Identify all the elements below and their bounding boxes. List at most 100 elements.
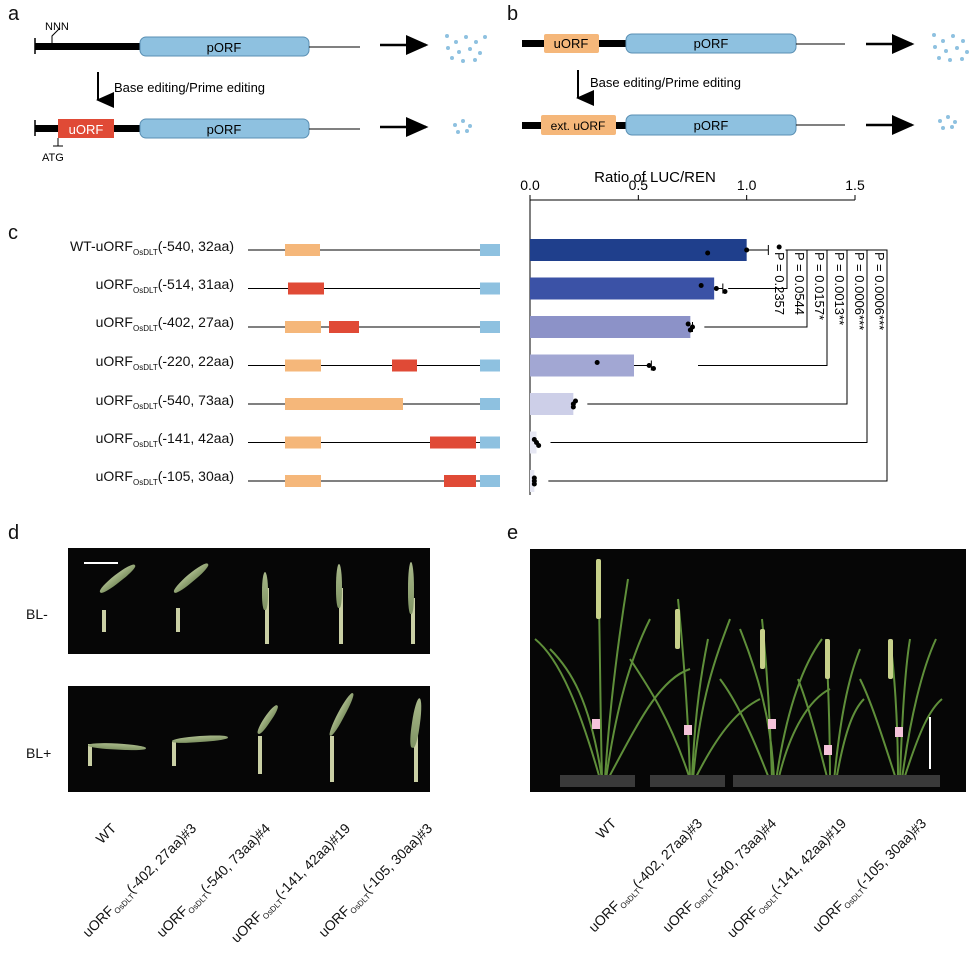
construct-label: uORFOsDLT(-105, 30aa) [95,468,234,487]
porf-label-a-top: pORF [207,40,242,55]
panel-letter-e: e [507,522,519,544]
significance-bracket [548,249,888,482]
panel-a-bottom-construct [34,117,429,147]
scale-bar [84,562,118,564]
uorf-box [285,359,321,372]
data-point [570,404,576,410]
editing-label-b: Base editing/Prime editing [590,75,741,90]
uorf-box [329,321,359,333]
construct-label: uORFOsDLT(-141, 42aa) [95,430,234,449]
tick-label: 0.5 [629,177,649,193]
luc-ren-chart: Ratio of LUC/REN 0.0 0.5 1.0 1.5 P = 0.2357 P… [520,169,888,495]
porf-box [480,359,500,372]
p-value-label: P = 0.0006*** [852,252,867,330]
uorf-box [430,436,476,449]
panel-b-bottom-construct [522,114,915,136]
data-point [705,250,711,256]
xlabel-e: uORFOsDLT(-141, 42aa)#19 [723,815,850,941]
uorf-box [285,475,321,487]
data-point [646,363,652,368]
uorf-box [285,321,321,333]
panel-c-constructs [248,244,500,487]
chart-title: Ratio of LUC/REN [594,169,716,186]
panel-letter-b: b [507,3,519,25]
xlabel-d: uORFOsDLT(-105, 30aa)#3 [315,820,436,941]
xlabel-d: uORFOsDLT(-141, 42aa)#19 [227,820,354,946]
panel-a-top-construct [34,27,429,57]
uorf-box [285,398,403,410]
atg-label: ATG [42,152,64,164]
uorf-box [285,244,320,256]
data-point [685,321,691,327]
p-value-label: P = 0.0013** [832,252,847,325]
panel-c-labels: WT-uORFOsDLT(-540, 32aa) uORFOsDLT(-514,… [0,230,240,500]
uorf-label-b: uORF [554,36,589,51]
data-point [536,443,542,448]
bar [530,393,574,415]
data-point [698,283,704,288]
porf-box [480,244,500,256]
bar [530,431,537,454]
porf-box [480,282,500,295]
construct-label: WT-uORFOsDLT(-540, 32aa) [69,238,234,257]
porf-label-a-bottom: pORF [207,122,242,137]
panels-ab-diagram: NNN pORF Base editing/Prime editing uORF… [34,21,969,164]
uorf-label-a: uORF [69,122,104,137]
bar [530,277,715,300]
uorf-box [285,436,321,449]
construct-label: uORFOsDLT(-220, 22aa) [95,353,234,372]
porf-label-b-top: pORF [694,36,729,51]
tick-label: 0.0 [520,177,540,193]
dots-few-b [938,115,957,130]
editing-label-a: Base editing/Prime editing [114,80,265,95]
panel-letter-d: d [8,522,20,544]
p-value-label: P = 0.0544 [792,252,807,315]
xlabel-e: uORFOsDLT(-105, 30aa)#3 [809,815,930,936]
tick-label: 1.0 [737,177,757,193]
porf-box [480,321,500,333]
construct-label: uORFOsDLT(-514, 31aa) [95,276,234,295]
data-point [722,289,728,294]
xlabel-e: WT [592,815,620,842]
construct-label: uORFOsDLT(-540, 73aa) [95,392,234,411]
bl-minus-photo [68,548,430,654]
uorf-box [392,359,417,372]
data-point [594,360,600,365]
uorf-box [444,475,476,487]
data-point [776,244,782,250]
panel-letter-a: a [8,3,20,25]
tick-label: 1.5 [845,177,865,193]
porf-box [480,475,500,487]
data-point [713,286,719,291]
xlabel-d: uORFOsDLT(-540, 73aa)#4 [153,820,274,941]
bar [530,316,691,338]
plants-drawing [534,558,943,787]
porf-box [480,398,500,410]
ext-uorf-label: ext. uORF [551,119,606,133]
p-value-label: P = 0.0006*** [872,252,887,330]
data-point [651,366,656,371]
dots-many-a [445,34,487,63]
data-point [744,247,750,253]
data-point [687,327,693,333]
porf-box [480,436,500,449]
p-value-label: P = 0.0157* [812,252,827,320]
row-label-bl-plus: BL+ [26,745,52,761]
xlabel-d: WT [92,820,120,847]
p-value-label: P = 0.2357 [772,252,787,315]
data-point [531,481,537,487]
xlabel-e: uORFOsDLT(-540, 73aa)#4 [659,815,780,936]
construct-label: uORFOsDLT(-402, 27aa) [95,314,234,333]
bl-plus-photo [68,686,430,792]
dots-few-a [453,119,472,134]
mature-plants-photo [530,549,966,792]
xlabel-d: uORFOsDLT(-402, 27aa)#3 [79,820,200,941]
panel-letter-c: c [8,222,18,244]
panel-b-top-construct [522,33,915,54]
porf-label-b-bottom: pORF [694,118,729,133]
xlabel-e: uORFOsDLT(-402, 27aa)#3 [585,815,706,936]
nnn-label: NNN [45,21,69,33]
row-label-bl-minus: BL- [26,606,48,622]
uorf-box [288,282,324,295]
dots-many-b [932,33,969,62]
